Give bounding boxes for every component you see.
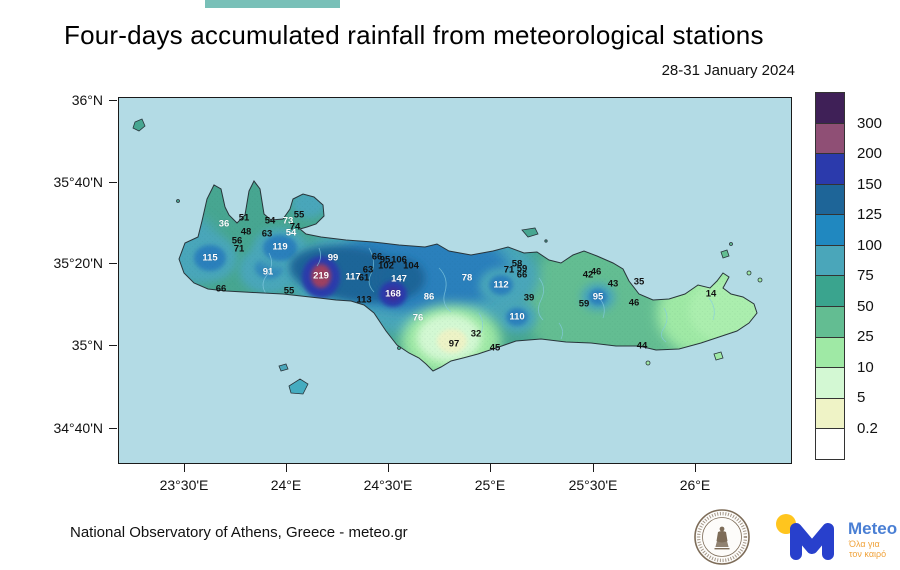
colorbar-segment: [816, 215, 844, 246]
rainfall-shading: [179, 181, 757, 371]
colorbar-label: 150: [857, 175, 883, 193]
y-tick-label: 35°N: [71, 337, 103, 353]
colorbar-label: 125: [857, 206, 883, 223]
y-tick-mark: [109, 263, 117, 264]
x-tick-mark: [490, 463, 491, 472]
colorbar-label: 200: [857, 145, 883, 162]
seal-figure: [714, 526, 730, 550]
meteo-logo-m: [790, 523, 834, 560]
top-artifact-bar: [205, 0, 340, 8]
colorbar-label: 25: [857, 328, 874, 345]
small-islands: [132, 118, 763, 395]
colorbar-segment: [816, 307, 844, 338]
colorbar-label: 300: [857, 114, 883, 132]
noa-seal-logo: [692, 507, 752, 567]
crete-map-svg: [132, 118, 763, 395]
colorbar-segment: [816, 184, 844, 216]
colorbar-label: 100: [857, 236, 883, 254]
colorbar-label: 5: [857, 389, 866, 406]
attribution-text: National Observatory of Athens, Greece -…: [70, 524, 408, 541]
x-tick-label: 24°E: [270, 477, 302, 493]
y-tick-label: 35°20'N: [53, 255, 103, 271]
y-tick-mark: [109, 182, 117, 183]
page-title: Four-days accumulated rainfall from mete…: [64, 20, 764, 50]
x-tick-label: 25°30'E: [568, 477, 618, 493]
colorbar-segment: [816, 276, 844, 308]
x-tick-mark: [695, 463, 696, 472]
crete-coastline: [178, 180, 758, 372]
x-tick-mark: [286, 463, 287, 472]
colorbar-label: 50: [857, 297, 874, 315]
x-tick-label: 26°E: [679, 477, 711, 493]
rainfall-colorbar: [815, 92, 845, 460]
colorbar-segment: [816, 398, 844, 430]
x-tick-label: 25°E: [474, 477, 506, 493]
colorbar-segment: [816, 368, 844, 399]
meteo-logo: Meteo Όλα για τον καιρό: [772, 509, 898, 565]
y-tick-mark: [109, 345, 117, 346]
colorbar-segment: [816, 337, 844, 369]
y-tick-label: 35°40'N: [53, 174, 103, 190]
x-tick-mark: [388, 463, 389, 472]
y-tick-mark: [109, 100, 117, 101]
seal-circular-text: [696, 511, 748, 563]
colorbar-label: 0.2: [857, 419, 878, 437]
colorbar-label: 10: [857, 358, 874, 376]
meteo-brand-text: Meteo: [848, 519, 898, 538]
x-tick-mark: [184, 463, 185, 472]
colorbar-segment: [816, 123, 844, 155]
y-tick-label: 36°N: [71, 92, 103, 108]
colorbar-label: 75: [857, 267, 874, 284]
colorbar-segment: [816, 93, 844, 124]
y-tick-mark: [109, 428, 117, 429]
x-tick-label: 23°30'E: [159, 477, 209, 493]
y-tick-label: 34°40'N: [53, 420, 103, 436]
meteo-tagline: Όλα για τον καιρό: [849, 539, 887, 559]
x-tick-label: 24°30'E: [363, 477, 413, 493]
colorbar-segment: [816, 429, 844, 459]
date-range-label: 28-31 January 2024: [661, 62, 795, 79]
x-tick-mark: [593, 463, 594, 472]
map-plot-area: 36 51 48 56 71 54 63 55 73 74 54 119 115 91 66 55 99 219 1…: [118, 97, 792, 464]
colorbar-segment: [816, 245, 844, 277]
colorbar-segment: [816, 154, 844, 185]
